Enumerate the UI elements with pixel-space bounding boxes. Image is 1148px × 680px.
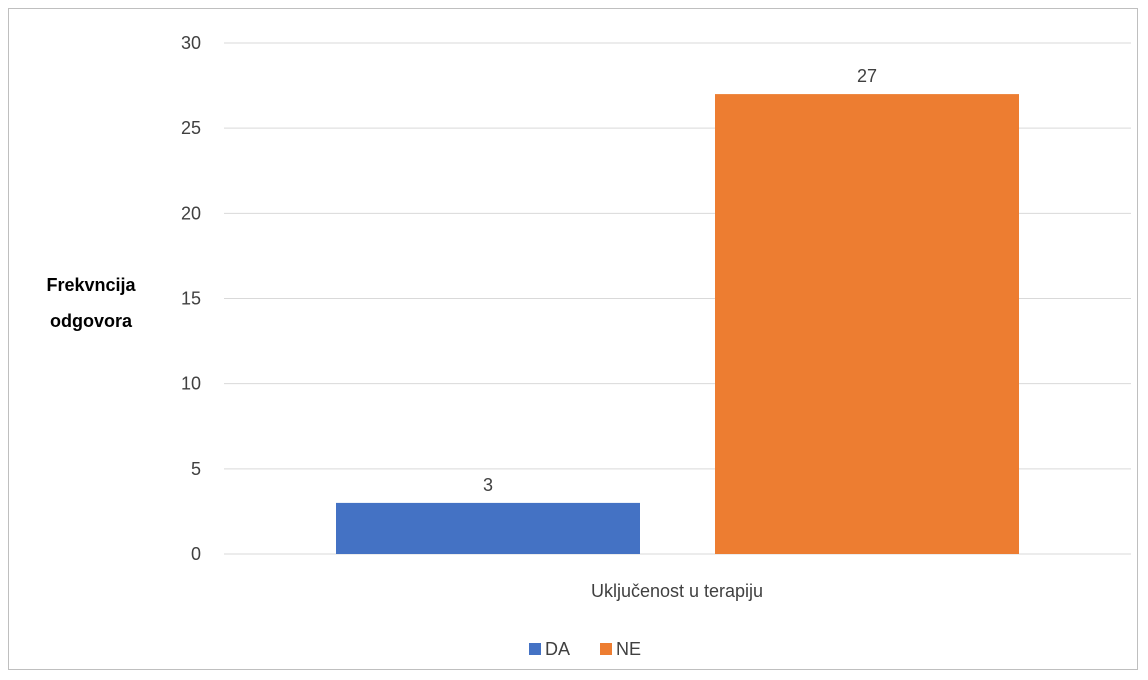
y-tick-label: 30 [181, 33, 201, 53]
legend-label-da: DA [545, 639, 570, 659]
gridlines [224, 42, 1131, 555]
y-axis-title: Frekvncija odgovora [46, 275, 136, 331]
y-tick-label: 5 [191, 459, 201, 479]
category-label: Uključenost u terapiju [591, 581, 763, 601]
y-tick-label: 20 [181, 203, 201, 223]
legend-label-ne: NE [616, 639, 641, 659]
y-tick-label: 25 [181, 118, 201, 138]
legend: DA NE [529, 639, 641, 659]
y-tick-label: 10 [181, 374, 201, 394]
bar-ne [715, 94, 1019, 554]
y-axis-tick-labels: 0 5 10 15 20 25 30 [181, 33, 201, 564]
bar-da [336, 502, 640, 554]
bar-chart: 0 5 10 15 20 25 30 Frekvncija odgovora 3 27 Ukl… [46, 33, 1131, 659]
legend-swatch-ne [600, 643, 612, 655]
legend-swatch-da [529, 643, 541, 655]
bars [336, 94, 1019, 554]
data-label-ne: 27 [857, 66, 877, 86]
data-labels: 3 27 [483, 66, 877, 495]
y-axis-title-line-1: Frekvncija [46, 275, 136, 295]
y-tick-label: 15 [181, 289, 201, 309]
chart-frame: 0 5 10 15 20 25 30 Frekvncija odgovora 3 27 Ukl… [8, 8, 1138, 670]
y-tick-label: 0 [191, 544, 201, 564]
data-label-da: 3 [483, 475, 493, 495]
y-axis-title-line-2: odgovora [50, 311, 133, 331]
